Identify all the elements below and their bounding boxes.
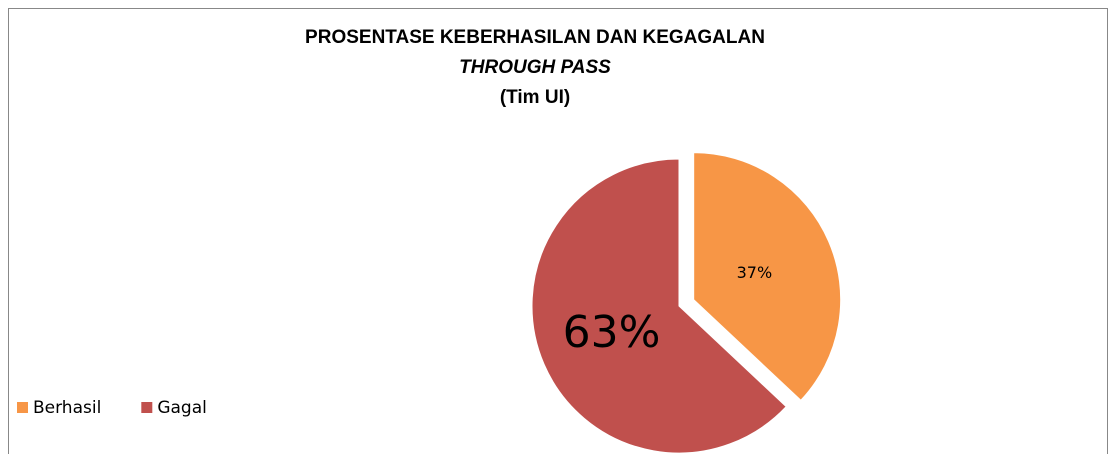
legend-swatch (17, 402, 28, 413)
legend-label: Gagal (157, 398, 207, 418)
legend-swatch (141, 402, 153, 413)
chart-subtitle: (Tim UI) (500, 87, 570, 108)
chart-title: PROSENTASE KEBERHASILAN DAN KEGAGALAN (305, 27, 765, 48)
pie-slice (531, 158, 787, 454)
data-label: 37% (737, 263, 773, 282)
legend-label: Berhasil (33, 398, 101, 418)
data-label: 63% (563, 307, 661, 358)
chart-subtitle: THROUGH PASS (459, 57, 611, 78)
pie-slice (693, 152, 842, 401)
